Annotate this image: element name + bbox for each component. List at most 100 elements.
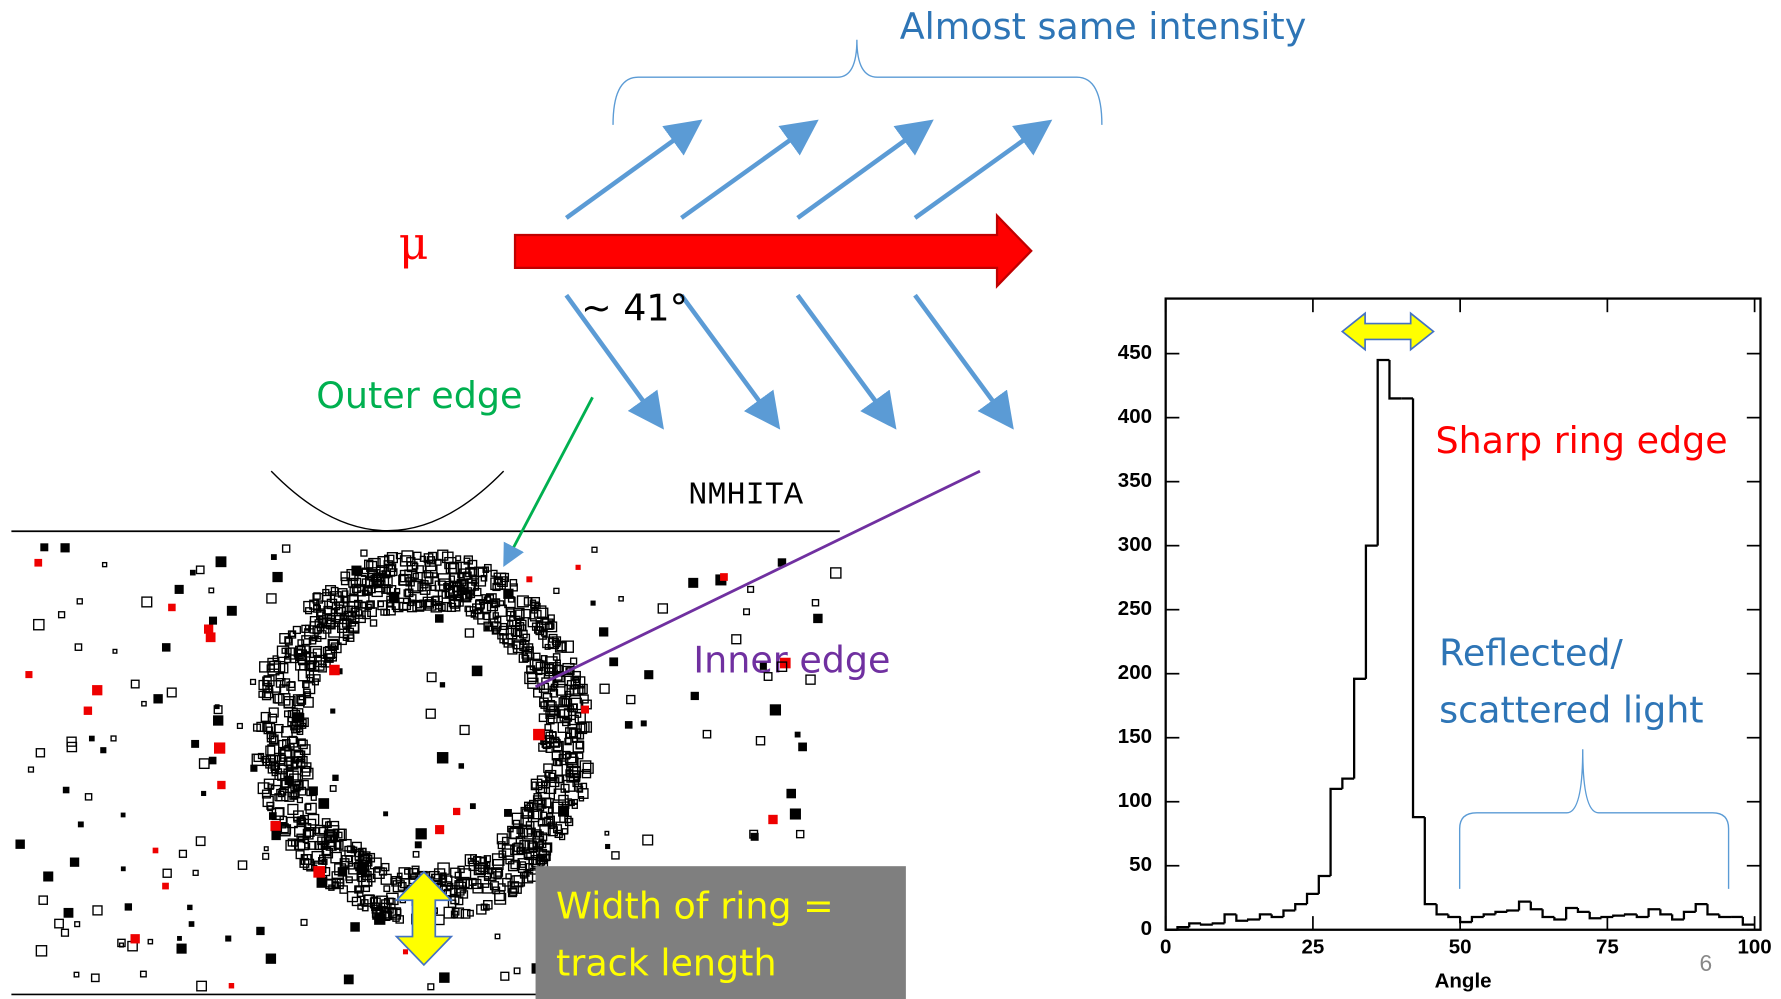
- bar-outline: [1472, 917, 1484, 922]
- hit: [272, 555, 276, 559]
- hit: [359, 616, 365, 622]
- hit: [436, 615, 443, 622]
- hit: [163, 869, 171, 877]
- hit: [59, 612, 65, 618]
- muon-arrow: [515, 216, 1031, 286]
- bar-outline: [1319, 876, 1331, 894]
- hit: [495, 934, 499, 938]
- bar-outline: [1236, 914, 1248, 920]
- hit: [188, 905, 192, 909]
- bar-outline: [1696, 904, 1708, 912]
- bar-outline: [1307, 894, 1319, 904]
- hit: [658, 604, 667, 613]
- hit: [216, 557, 225, 566]
- hit: [218, 782, 225, 789]
- bar-outline: [1660, 909, 1672, 914]
- bar-outline: [1625, 914, 1637, 915]
- hit: [131, 680, 139, 688]
- hit: [534, 689, 542, 697]
- hit: [691, 692, 698, 699]
- bar: [1413, 817, 1425, 930]
- hit: [215, 743, 225, 753]
- hit: [476, 865, 484, 873]
- bar-outline: [1201, 923, 1213, 924]
- bar: [1672, 920, 1684, 930]
- bar: [1236, 921, 1248, 930]
- hit: [29, 767, 34, 772]
- bar: [1696, 904, 1708, 930]
- hit: [64, 787, 69, 792]
- outer-pointer: [506, 397, 593, 562]
- bar: [1684, 912, 1696, 930]
- hit: [74, 972, 79, 976]
- hit: [619, 597, 623, 601]
- hit: [456, 556, 461, 561]
- hit: [79, 822, 84, 826]
- bar-outline: [1260, 914, 1272, 919]
- bar-outline: [1342, 779, 1354, 789]
- bar-outline: [1331, 789, 1343, 876]
- hit: [39, 896, 47, 904]
- inner-edge-label: Inner edge: [693, 638, 890, 681]
- hit: [238, 724, 243, 729]
- hit: [465, 629, 473, 637]
- hit: [338, 868, 346, 876]
- bar-outline: [1448, 914, 1460, 917]
- hit: [75, 922, 80, 927]
- y-tick-label: 300: [1118, 533, 1152, 556]
- bracket: [1460, 749, 1729, 889]
- hit: [814, 614, 822, 622]
- bar-outline: [1554, 917, 1566, 920]
- hit: [761, 663, 767, 669]
- bar-outline: [1366, 546, 1378, 679]
- bar: [1519, 902, 1531, 930]
- hit: [371, 620, 377, 626]
- bar-outline: [1719, 914, 1731, 917]
- hit: [125, 904, 131, 910]
- hit: [92, 974, 99, 981]
- hit: [175, 586, 183, 594]
- hit: [93, 686, 102, 695]
- hit: [440, 683, 444, 687]
- slide: Almost same intensity μ ~ 41° Outer edge…: [0, 0, 1781, 999]
- hit: [812, 600, 818, 606]
- hit: [576, 565, 580, 569]
- hit: [592, 547, 597, 552]
- hit: [831, 568, 841, 578]
- bar: [1637, 917, 1649, 930]
- bar-outline: [1225, 914, 1237, 923]
- hit: [101, 748, 106, 753]
- hit: [169, 604, 175, 610]
- hit: [121, 813, 124, 816]
- hit: [226, 936, 231, 941]
- hit: [35, 560, 41, 566]
- hit: [404, 950, 408, 954]
- hit: [791, 809, 801, 819]
- hit: [257, 927, 264, 934]
- hit: [238, 861, 246, 869]
- hit: [600, 628, 608, 636]
- hit: [103, 563, 107, 567]
- hit: [769, 816, 777, 824]
- bar: [1660, 914, 1672, 929]
- hit: [111, 736, 116, 741]
- y-tick-label: 350: [1118, 469, 1152, 492]
- hit: [471, 804, 475, 808]
- hit: [384, 886, 389, 891]
- hit: [167, 688, 176, 697]
- hit: [62, 929, 69, 936]
- bar: [1590, 918, 1602, 930]
- hit: [202, 792, 206, 796]
- hit: [163, 644, 170, 651]
- bar: [1649, 909, 1661, 929]
- bar-outline: [1460, 917, 1472, 922]
- peak-arrow: [1342, 313, 1433, 349]
- x-tick-label: 50: [1449, 935, 1472, 958]
- bar: [1448, 917, 1460, 930]
- hit: [554, 588, 559, 593]
- hit: [382, 864, 389, 871]
- x-tick-label: 25: [1302, 935, 1325, 958]
- hit: [200, 759, 209, 768]
- hit: [330, 665, 339, 674]
- intensity-label: Almost same intensity: [900, 5, 1307, 48]
